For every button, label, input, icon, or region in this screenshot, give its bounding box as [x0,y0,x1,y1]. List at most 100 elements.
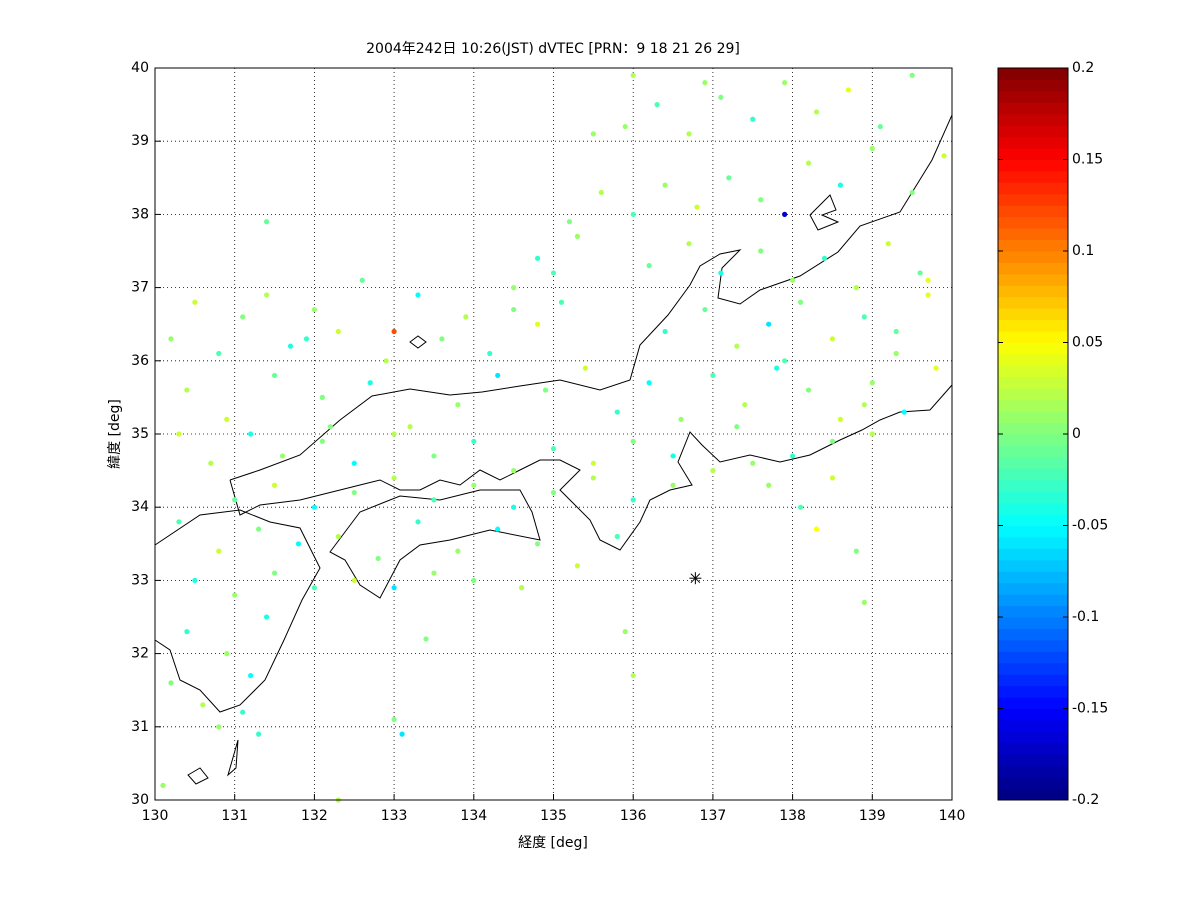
y-axis-label: 緯度 [deg] [107,399,123,469]
colorbar-swatch [998,239,1068,252]
data-point [375,555,381,562]
colorbar-swatch [998,102,1068,115]
colorbar-swatch [998,514,1068,526]
data-point [837,182,844,188]
data-point [271,482,278,488]
data-point [471,577,477,584]
data-point [734,424,740,430]
data-point [232,497,238,503]
data-point [463,314,469,320]
colorbar-swatch [998,388,1068,401]
data-point [399,731,405,737]
colorbar-swatch [998,685,1068,698]
data-point [829,438,836,444]
data-point [598,189,604,196]
data-point [519,585,525,591]
data-point [391,475,397,481]
colorbar-swatch [998,296,1068,309]
data-point [391,328,397,335]
data-point [495,526,501,532]
colorbar-swatch [998,582,1068,595]
data-point [670,453,676,459]
colorbar-swatch [998,125,1068,138]
data-point [853,548,859,554]
data-point [766,321,772,327]
data-point [845,87,851,93]
data-point [678,416,684,422]
colorbar-swatch [998,182,1068,195]
y-tick-label: 35 [131,426,149,442]
data-point [511,468,517,474]
colorbar-swatch [998,502,1068,515]
x-tick-label: 139 [859,808,886,824]
colorbar: -0.2 -0.15 -0.1 -0.05 0 0.05 0.1 0.15 0.2 [997,60,1108,808]
data-point [455,402,461,408]
data-point [311,306,317,313]
colorbar-swatch [998,594,1068,607]
data-point [630,72,636,78]
data-point [646,263,652,269]
data-point [925,292,931,298]
data-point [168,680,174,686]
data-point [861,599,867,605]
coastline-yakushima [187,767,209,785]
data-point [805,160,812,166]
colorbar-swatch [998,742,1068,755]
data-point [287,343,294,349]
data-point [790,277,796,283]
data-point [208,460,214,466]
data-point [829,336,836,342]
data-point [797,299,804,305]
colorbar-swatch [998,639,1068,652]
data-point [295,541,302,547]
colorbar-swatch [998,205,1068,218]
data-point [184,629,190,635]
data-point [917,270,923,276]
colorbar-swatch [998,708,1068,721]
colorbar-swatch [998,731,1068,744]
data-point [256,731,262,737]
data-point [694,204,700,210]
data-point [216,350,222,357]
data-point [271,372,278,379]
data-point [431,497,437,503]
colorbar-swatch [998,90,1068,103]
data-point [534,541,541,547]
data-point [805,387,812,393]
data-point [240,709,246,715]
data-point [216,724,222,730]
data-point [630,438,636,444]
data-point [248,431,254,437]
colorbar-swatch [998,571,1068,584]
data-point [279,453,286,459]
colorbar-swatch [998,697,1068,709]
colorbar-swatch [998,491,1068,504]
data-point [224,651,230,657]
data-point [367,380,373,386]
data-point [327,424,333,430]
colorbar-swatch [998,468,1068,481]
colorbar-swatch [998,308,1068,321]
colorbar-swatch [998,617,1068,629]
x-tick-label: 131 [221,808,248,824]
data-point [790,453,796,459]
data-point [391,431,397,437]
data-point [391,585,397,591]
data-point [351,489,357,496]
colorbar-swatch [998,422,1068,435]
colorbar-tick-label: -0.15 [1072,701,1108,717]
data-point [726,175,732,181]
colorbar-swatch [998,273,1068,286]
data-point [574,233,581,239]
data-point [511,504,517,510]
colorbar-swatch [998,399,1068,412]
coastline-tanegashima [227,739,239,777]
x-tick-label: 130 [142,808,169,824]
colorbar-swatch [998,148,1068,160]
data-point [455,548,461,554]
data-point [734,343,740,349]
data-point [415,519,421,525]
y-tick-label: 32 [131,646,149,662]
data-point [774,365,780,371]
colorbar-swatch [998,342,1068,355]
